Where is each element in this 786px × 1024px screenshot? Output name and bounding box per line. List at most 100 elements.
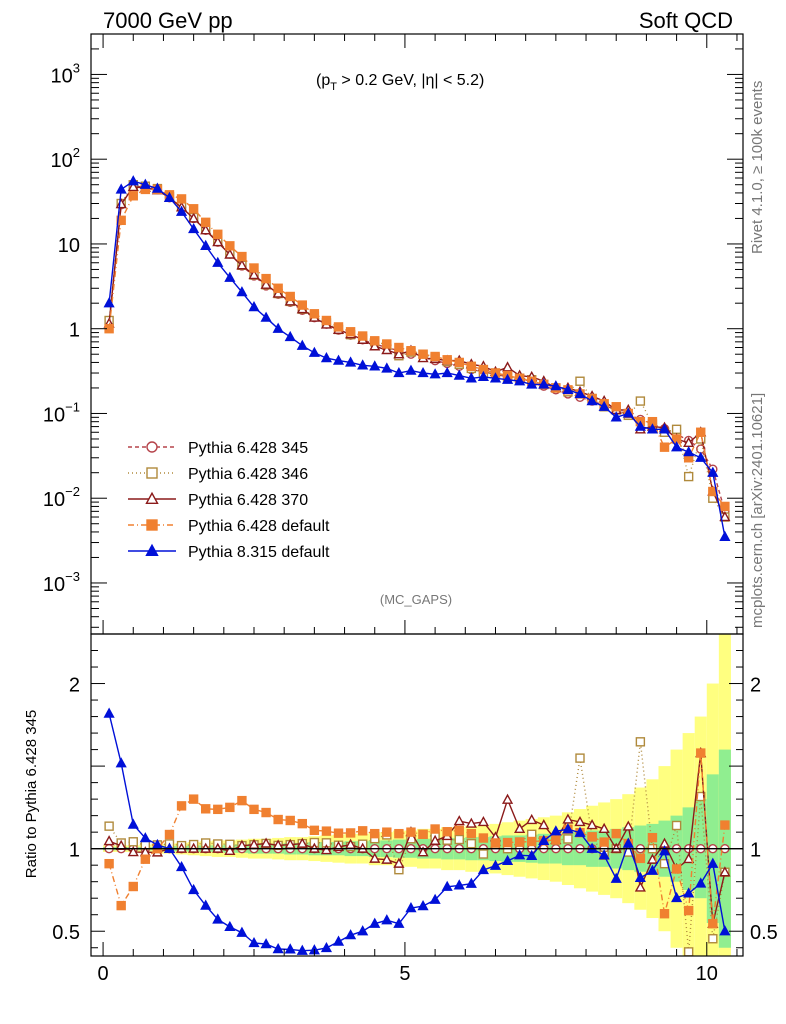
- legend: Pythia 6.428 345 Pythia 6.428 346 Pythia 6…: [128, 440, 330, 561]
- data-point-p8def: [332, 354, 345, 365]
- ratio-point-p8def: [598, 849, 610, 860]
- ratio-point-p370: [683, 852, 695, 864]
- ratio-point-p370: [453, 815, 465, 826]
- ratio-point-p6def: [261, 807, 271, 818]
- ratio-point-p6def: [659, 909, 670, 919]
- ratio-point-p6def: [611, 828, 621, 839]
- data-point-p8def: [489, 372, 502, 383]
- ratio-y-tick-label-left: 1: [69, 840, 80, 862]
- ratio-uncertainty-band: [103, 634, 731, 956]
- ratio-point-p6def: [345, 828, 356, 838]
- data-point-p8def: [308, 346, 320, 357]
- y-tick-exponent: 3: [73, 60, 80, 75]
- data-point-p6def: [237, 251, 247, 262]
- ratio-point-p8def: [393, 917, 405, 928]
- analysis-tag: (MC_GAPS): [380, 592, 452, 607]
- ratio-point-p370: [622, 820, 634, 831]
- ratio-point-p8def: [248, 936, 260, 948]
- ratio-point-p6def: [249, 804, 259, 815]
- ratio-point-p370: [417, 846, 429, 857]
- ratio-point-p6def: [708, 919, 718, 929]
- data-point-p8def: [477, 370, 489, 382]
- data-point-p6def: [454, 357, 464, 368]
- ratio-point-p8def: [200, 899, 212, 910]
- data-point-p6def: [285, 291, 295, 302]
- data-point-p8def: [381, 362, 393, 373]
- y-tick-base: 1: [69, 320, 80, 342]
- series-line-p8def: [108, 180, 726, 538]
- data-point-p8def: [501, 373, 514, 384]
- data-point-p370: [719, 510, 731, 522]
- legend-label-p370: Pythia 6.428 370: [188, 492, 308, 509]
- data-point-p8def: [465, 372, 477, 383]
- ratio-line-p8def: [108, 713, 726, 952]
- ratio-point-p8def: [284, 943, 296, 954]
- ratio-point-p346: [575, 753, 585, 763]
- data-point-p8def: [441, 366, 453, 378]
- y-tick-label: 10−3: [43, 569, 80, 596]
- ratio-point-p346: [659, 858, 670, 869]
- data-point-p6def: [382, 339, 392, 349]
- ratio-point-p8def: [671, 891, 683, 903]
- ratio-point-p370: [586, 819, 598, 830]
- ratio-point-p6def: [551, 835, 561, 845]
- ratio-point-p346: [478, 849, 489, 859]
- ratio-point-p8def: [550, 825, 562, 836]
- ratio-point-p8def: [405, 902, 417, 913]
- y-tick-label: 10−2: [43, 484, 80, 511]
- ratio-point-p370: [103, 835, 115, 846]
- data-point-p346: [635, 396, 646, 406]
- data-point-p6def: [213, 229, 223, 239]
- ratio-point-p8def: [296, 944, 308, 955]
- data-point-p8def: [200, 239, 212, 250]
- data-point-p6def: [357, 331, 368, 341]
- legend-marker-p345: [146, 441, 158, 453]
- ratio-point-p370: [369, 852, 381, 863]
- ratio-point-p346: [635, 737, 646, 747]
- data-point-p8def: [405, 364, 417, 375]
- y-tick-base: 10: [43, 489, 65, 511]
- ratio-point-p6def: [430, 824, 440, 834]
- data-point-p370: [212, 236, 224, 247]
- data-point-p8def: [296, 339, 308, 350]
- ratio-point-p6def: [104, 858, 114, 869]
- data-point-p370: [393, 348, 405, 359]
- data-point-p6def: [297, 300, 307, 310]
- y-tick-base: 10: [43, 574, 65, 596]
- y-tick-label: 103: [51, 60, 80, 87]
- data-point-p8def: [610, 411, 622, 422]
- ratio-point-p6def: [273, 814, 283, 825]
- chart-title-right: Soft QCD: [639, 8, 733, 33]
- ratio-point-p8def: [646, 864, 659, 875]
- data-point-p8def: [272, 322, 284, 333]
- ratio-point-p6def: [164, 829, 175, 840]
- ratio-point-p370: [538, 819, 550, 830]
- data-point-p8def: [175, 205, 188, 216]
- data-point-p8def: [598, 400, 610, 411]
- ratio-point-p8def: [212, 913, 224, 924]
- data-point-p8def: [260, 311, 272, 322]
- data-point-p8def: [115, 183, 127, 194]
- data-point-p6def: [406, 346, 416, 356]
- data-point-p370: [501, 361, 514, 372]
- x-tick-label: 0: [98, 963, 109, 985]
- ratio-point-p346: [683, 947, 694, 956]
- ratio-point-p370: [320, 844, 333, 855]
- ratio-point-p8def: [562, 823, 574, 834]
- data-point-p6def: [261, 273, 271, 284]
- data-point-p8def: [671, 441, 683, 452]
- ratio-point-p6def: [213, 804, 223, 815]
- ratio-point-p6def: [128, 881, 138, 892]
- data-point-p8def: [188, 222, 200, 234]
- data-point-p370: [188, 212, 200, 223]
- data-point-p6def: [466, 361, 477, 372]
- ratio-point-p370: [501, 793, 514, 804]
- ratio-point-p8def: [224, 920, 236, 932]
- data-point-p8def: [695, 451, 707, 462]
- data-point-p6def: [128, 191, 138, 201]
- legend-marker-p8def: [145, 543, 159, 557]
- ratio-point-p8def: [453, 879, 465, 890]
- data-point-p8def: [453, 369, 465, 380]
- x-tick-label: 5: [399, 963, 410, 985]
- ratio-point-p370: [526, 813, 538, 825]
